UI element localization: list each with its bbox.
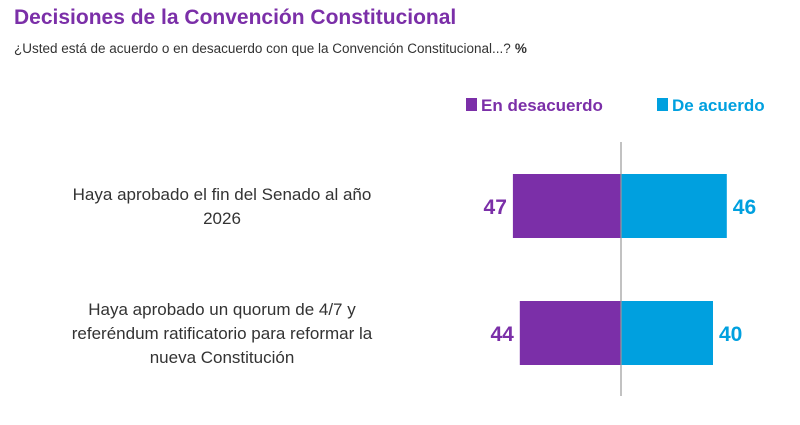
legend-swatch xyxy=(657,98,668,111)
legend-swatch xyxy=(466,98,477,111)
category-label: Haya aprobado un quorum de 4/7 y referénd… xyxy=(72,300,373,367)
legend-label: En desacuerdo xyxy=(481,96,603,115)
legend-label: De acuerdo xyxy=(672,96,765,115)
category-label-line: 2026 xyxy=(203,209,241,228)
chart-subtitle: ¿Usted está de acuerdo o en desacuerdo c… xyxy=(14,41,527,56)
category-label-line: Haya aprobado el fin del Senado al año xyxy=(73,185,372,204)
value-label-en-desacuerdo: 47 xyxy=(484,196,507,219)
subtitle-unit: % xyxy=(514,41,527,56)
bar-en-desacuerdo xyxy=(512,174,621,238)
bar-de-acuerdo xyxy=(621,174,727,238)
category-label-line: Haya aprobado un quorum de 4/7 y xyxy=(88,300,356,319)
legend: En desacuerdo De acuerdo xyxy=(466,96,765,115)
bar-de-acuerdo xyxy=(621,301,713,365)
category-label: Haya aprobado el fin del Senado al año 20… xyxy=(73,185,372,228)
value-label-en-desacuerdo: 44 xyxy=(490,323,514,346)
chart-title: Decisiones de la Convención Constitucion… xyxy=(14,6,457,29)
value-label-de-acuerdo: 46 xyxy=(733,196,756,219)
bar-en-desacuerdo xyxy=(519,301,621,365)
value-label-de-acuerdo: 40 xyxy=(719,323,742,346)
legend-item-de-acuerdo: De acuerdo xyxy=(657,96,765,115)
category-label-line: nueva Constitución xyxy=(150,348,295,367)
legend-item-en-desacuerdo: En desacuerdo xyxy=(466,96,603,115)
subtitle-question: ¿Usted está de acuerdo o en desacuerdo c… xyxy=(14,41,511,56)
category-label-line: referéndum ratificatorio para reformar l… xyxy=(72,324,373,343)
